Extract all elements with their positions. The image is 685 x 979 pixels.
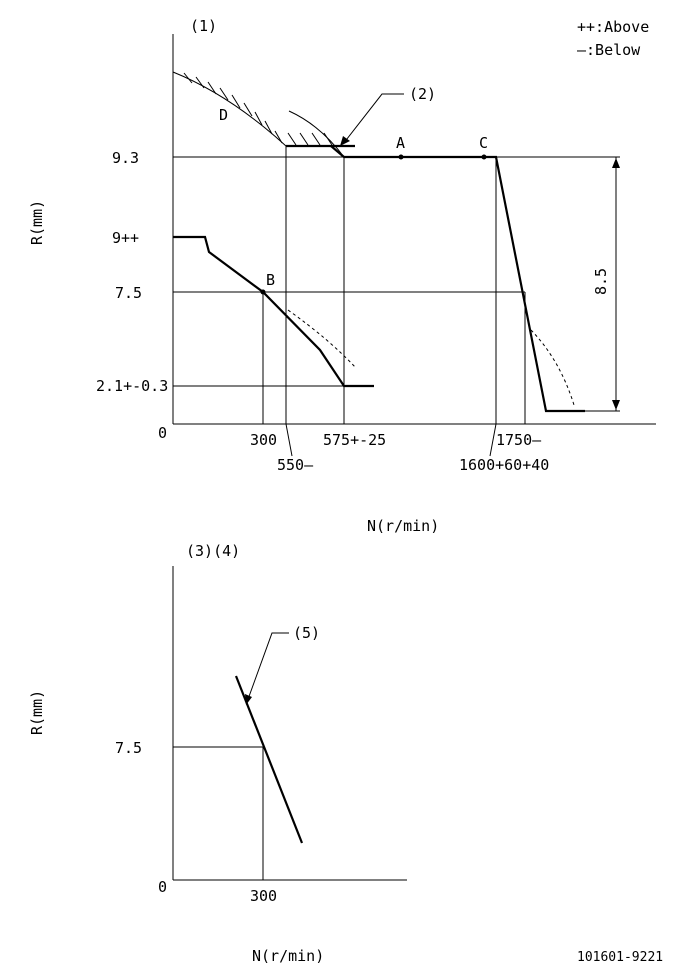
ytick-7-5: 7.5 [115, 284, 142, 302]
idle-tolerance-dashed [287, 309, 357, 369]
legend-below: —:Below [577, 41, 641, 59]
bottom-xtick-300: 300 [250, 887, 277, 905]
callout-2-leader [342, 93, 404, 145]
point-C [481, 154, 487, 160]
bottom-ytick-7-5: 7.5 [115, 739, 142, 757]
ytick-9-3: 9.3 [112, 149, 139, 167]
stroke-label: 8.5 [592, 268, 610, 295]
ytick-origin: 0 [158, 424, 167, 442]
marker-1: (1) [190, 17, 217, 35]
callout-5-leader [246, 632, 289, 703]
bottom-xlabel: N(r/min) [252, 947, 324, 965]
callout-2: (2) [409, 85, 436, 103]
label-A: A [396, 134, 405, 152]
full-load-tolerance-dashed [530, 329, 575, 406]
markers-3-4: (3)(4) [186, 542, 240, 560]
bottom-chart: (3)(4) R(mm) 7.5 0 300 (5) N(r/min) [28, 542, 407, 965]
xtick-550: 550— [277, 456, 314, 474]
callout-2-arrowhead-icon [340, 136, 350, 146]
label-B: B [266, 271, 275, 289]
xtick-1600: 1600+60+40 [459, 456, 549, 474]
label-D: D [219, 106, 228, 124]
callout-5: (5) [293, 624, 320, 642]
top-ylabel: R(mm) [28, 200, 46, 245]
xtick-575: 575+-25 [323, 431, 386, 449]
top-chart: (1) R(mm) 9.3 9++ 7.5 2.1+-0.3 0 8.5 [28, 17, 656, 535]
characteristic-line [234, 675, 304, 844]
arrow-up-icon [612, 158, 620, 168]
xtick-1750: 1750— [496, 431, 542, 449]
hatch-marks [183, 72, 333, 146]
xtick-550-leader [285, 423, 293, 457]
hatched-limit-curve [172, 71, 287, 147]
ytick-9-above: 9++ [112, 229, 139, 247]
bottom-ylabel: R(mm) [28, 690, 46, 735]
point-B [260, 289, 266, 295]
arrow-down-icon [612, 400, 620, 410]
full-load-curve [330, 145, 585, 413]
label-C: C [479, 134, 488, 152]
ytick-2-1: 2.1+-0.3 [96, 377, 168, 395]
xtick-1600-leader [489, 423, 497, 457]
bottom-origin: 0 [158, 878, 167, 896]
point-A [398, 154, 404, 160]
legend-above: ++:Above [577, 18, 649, 36]
xtick-300: 300 [250, 431, 277, 449]
upper-guide-curve [288, 110, 345, 158]
callout-5-arrowhead-icon [245, 694, 252, 705]
top-xlabel: N(r/min) [367, 517, 439, 535]
document-code: 101601-9221 [577, 950, 663, 965]
